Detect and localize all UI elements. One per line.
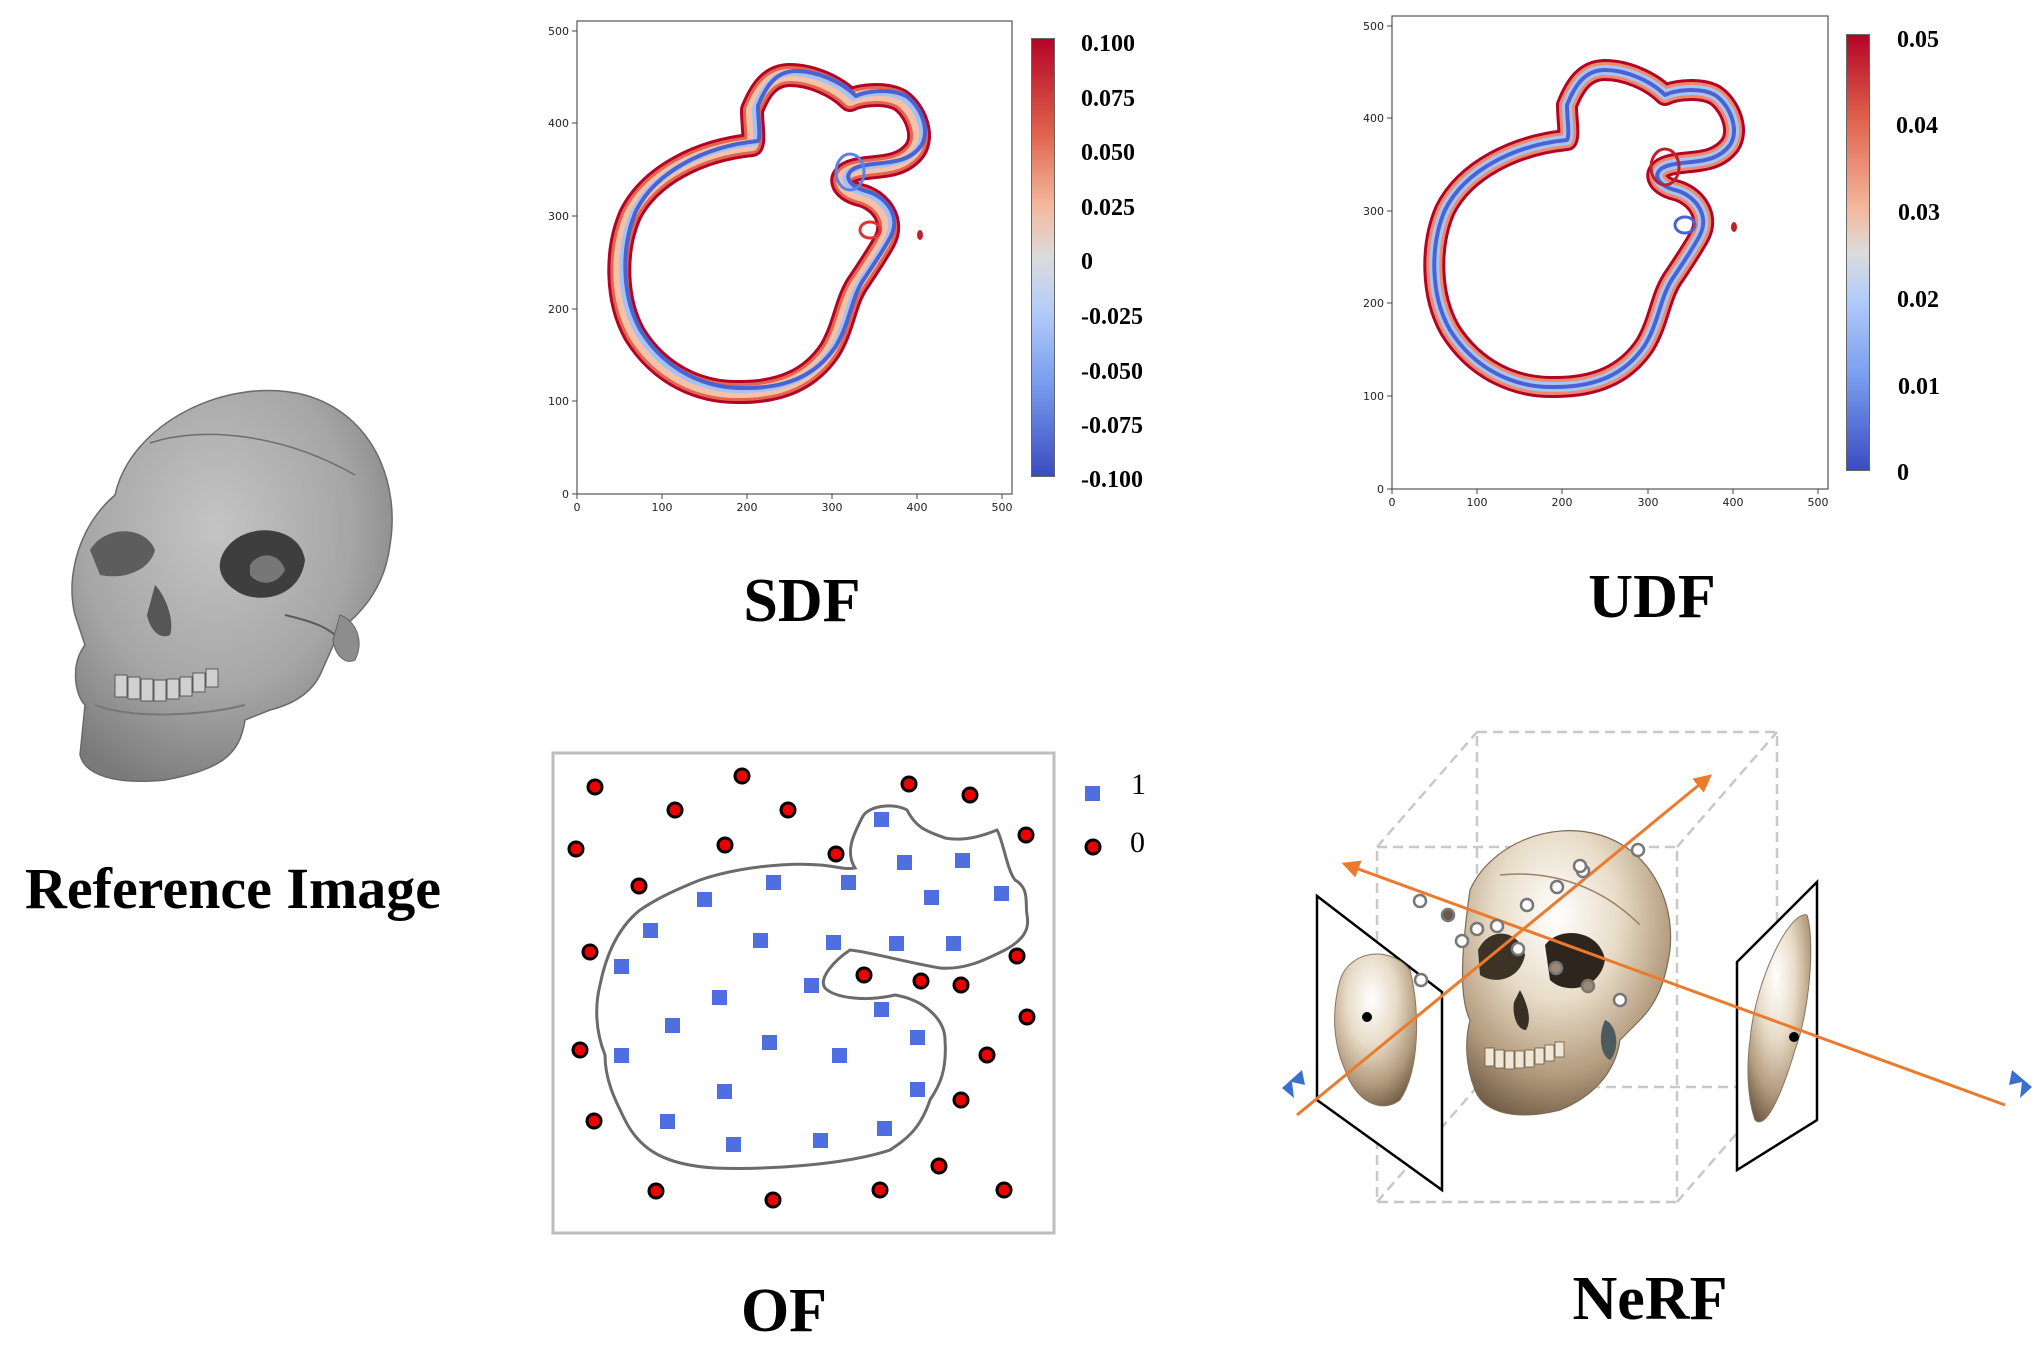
sdf-cbar-tick: 0.075 xyxy=(1081,86,1135,112)
sdf-y-tick: 100 xyxy=(548,395,569,408)
sdf-cbar-tick: -0.050 xyxy=(1081,359,1143,385)
left-camera-icon xyxy=(1282,1070,1305,1098)
right-camera-icon xyxy=(2009,1070,2032,1098)
right-view-skull xyxy=(1747,914,1812,1123)
sdf-x-tick: 0 xyxy=(574,501,581,514)
sdf-y-tick: 500 xyxy=(548,25,569,38)
sdf-caption: SDF xyxy=(743,567,861,635)
reference-caption: Reference Image xyxy=(25,856,441,921)
occupancy-field-diagram xyxy=(551,751,1102,1235)
udf-cbar-tick: 0 xyxy=(1897,460,1909,486)
udf-x-tick: 100 xyxy=(1467,496,1488,509)
sdf-y-tick: 300 xyxy=(548,210,569,223)
sdf-x-tick: 200 xyxy=(737,501,758,514)
udf-y-tick: 100 xyxy=(1363,390,1384,403)
udf-y-tick: 400 xyxy=(1363,112,1384,125)
udf-x-tick: 200 xyxy=(1552,496,1573,509)
udf-x-tick: 300 xyxy=(1638,496,1659,509)
udf-cbar-tick: 0.03 xyxy=(1898,200,1940,226)
udf-y-tick: 200 xyxy=(1363,297,1384,310)
udf-x-tick: 500 xyxy=(1808,496,1829,509)
sdf-x-tick: 300 xyxy=(822,501,843,514)
sdf-colorbar xyxy=(1031,38,1055,477)
left-pixel-point xyxy=(1362,1012,1372,1022)
sdf-cbar-tick: -0.075 xyxy=(1081,413,1143,439)
sdf-y-tick: 200 xyxy=(548,303,569,316)
reference-skull-image xyxy=(71,389,393,783)
nerf-caption: NeRF xyxy=(1572,1265,1728,1333)
udf-y-tick: 300 xyxy=(1363,205,1384,218)
udf-cbar-tick: 0.04 xyxy=(1896,113,1938,139)
nerf-diagram xyxy=(1282,730,2032,1204)
sdf-cbar-tick: 0.100 xyxy=(1081,31,1135,57)
udf-plot: 0 100 200 300 400 500 0 100 200 300 400 … xyxy=(1363,15,1829,509)
of-legend-label-0: 0 xyxy=(1130,826,1145,859)
occupied-points xyxy=(614,812,1009,1152)
udf-y-tick: 0 xyxy=(1377,483,1384,496)
udf-y-tick: 500 xyxy=(1363,20,1384,33)
sdf-cbar-tick: 0.025 xyxy=(1081,195,1135,221)
sdf-cbar-tick: 0.050 xyxy=(1081,140,1135,166)
udf-colorbar xyxy=(1846,34,1870,471)
sdf-x-tick: 100 xyxy=(652,501,673,514)
of-legend-label-1: 1 xyxy=(1131,768,1146,801)
udf-cbar-tick: 0.02 xyxy=(1897,287,1939,313)
legend-circle-icon xyxy=(1084,838,1102,856)
right-pixel-point xyxy=(1789,1032,1799,1042)
sdf-cbar-tick: -0.100 xyxy=(1081,467,1143,493)
udf-caption: UDF xyxy=(1588,563,1716,631)
udf-x-tick: 0 xyxy=(1389,496,1396,509)
camera-rays xyxy=(1296,774,2006,1117)
sdf-y-tick: 0 xyxy=(562,488,569,501)
ray-sample-points xyxy=(1412,842,1646,1008)
sdf-x-tick: 400 xyxy=(907,501,928,514)
sdf-cbar-tick: -0.025 xyxy=(1081,304,1143,330)
udf-cbar-tick: 0.05 xyxy=(1897,27,1939,53)
center-skull xyxy=(1461,830,1672,1116)
of-caption: OF xyxy=(740,1277,828,1345)
udf-cbar-tick: 0.01 xyxy=(1898,374,1940,400)
sdf-plot: 0 100 200 300 400 500 0 100 200 300 400 … xyxy=(548,20,1013,514)
legend-square-icon xyxy=(1085,786,1100,801)
udf-x-tick: 400 xyxy=(1723,496,1744,509)
empty-points xyxy=(567,767,1036,1209)
sdf-y-tick: 400 xyxy=(548,117,569,130)
sdf-cbar-tick: 0 xyxy=(1081,249,1093,275)
sdf-x-tick: 500 xyxy=(992,501,1013,514)
